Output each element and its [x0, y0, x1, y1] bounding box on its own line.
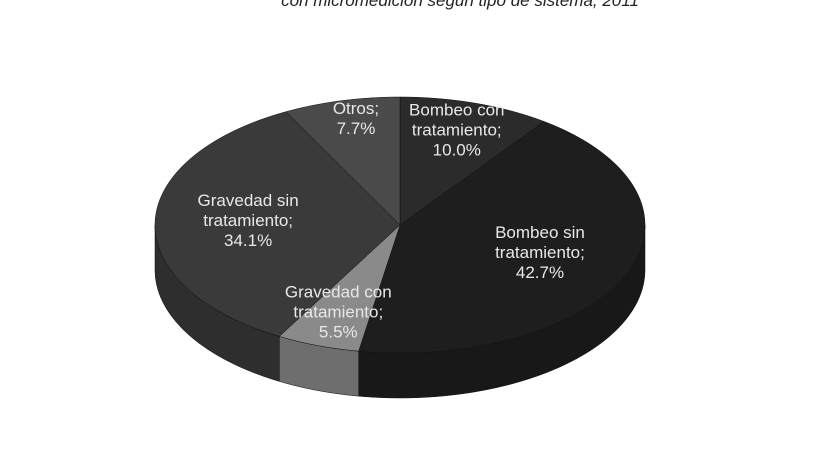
data-label-value: 34.1% — [224, 231, 272, 250]
data-label: Bombeo sin tratamiento; 42.7% — [495, 223, 585, 282]
data-label-category: Bombeo con tratamiento; — [409, 101, 504, 140]
data-label-value: 10.0% — [433, 141, 481, 160]
data-label: Gravedad con tratamiento; 5.5% — [285, 282, 392, 341]
pie-slice — [278, 224, 401, 352]
data-label: Gravedad sin tratamiento; 34.1% — [198, 191, 299, 250]
data-label-value: 42.7% — [516, 263, 564, 282]
pie-slice — [399, 96, 545, 226]
data-label-value: 5.5% — [319, 322, 358, 341]
data-label-category: Otros; — [333, 99, 379, 118]
pie-slice — [154, 111, 401, 337]
data-label: Otros; 7.7% — [333, 99, 379, 138]
data-label-category: Gravedad con tratamiento; — [285, 282, 392, 321]
data-label-value: 7.7% — [337, 119, 376, 138]
pie-slice — [358, 121, 646, 354]
data-label-category: Bombeo sin tratamiento; — [495, 223, 585, 262]
data-label: Bombeo con tratamiento; 10.0% — [409, 101, 504, 160]
pie-slice — [285, 96, 401, 226]
data-label-category: Gravedad sin tratamiento; — [198, 191, 299, 230]
chart-title: con micromedición según tipo de sistema,… — [281, 0, 639, 10]
